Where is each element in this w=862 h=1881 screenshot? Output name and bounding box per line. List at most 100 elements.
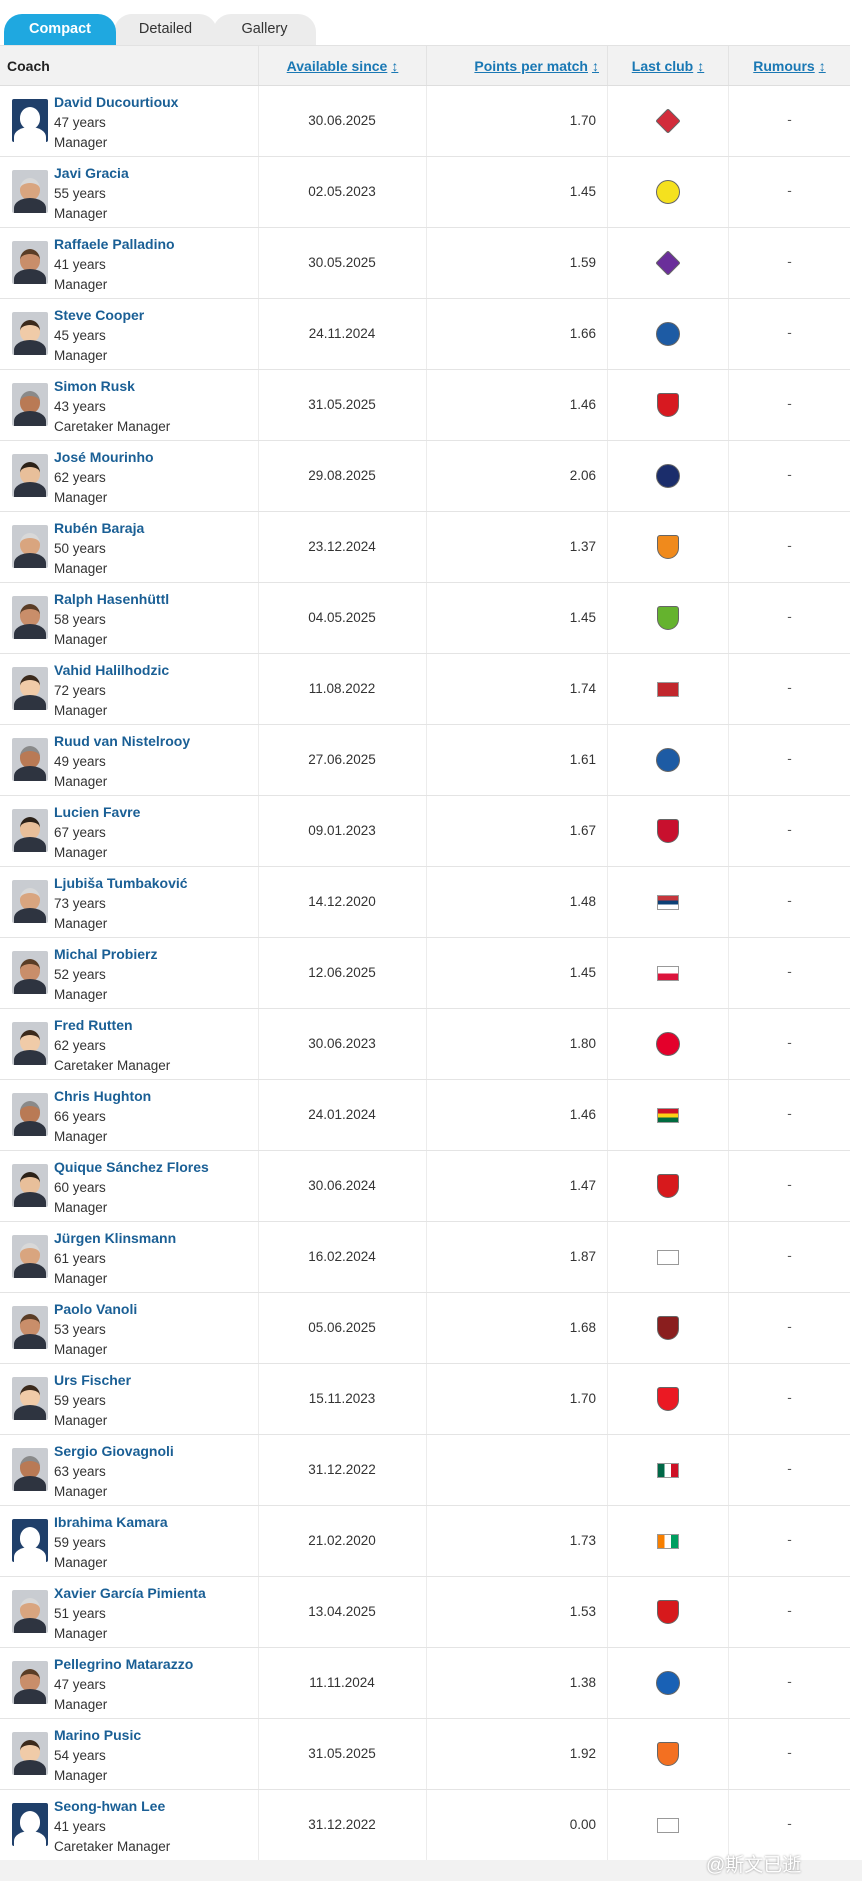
avatar[interactable] [12, 880, 48, 923]
avatar[interactable] [12, 1448, 48, 1491]
table-row: Ruud van Nistelrooy 49 years Manager 27.… [0, 725, 850, 796]
sort-last-club[interactable]: Last club ↕ [608, 46, 728, 86]
coach-name-link[interactable]: Simon Rusk [54, 378, 135, 394]
avatar[interactable] [12, 738, 48, 781]
coach-name-link[interactable]: Pellegrino Matarazzo [54, 1656, 194, 1672]
leeds-crest-icon[interactable] [656, 180, 680, 204]
column-divider [728, 1790, 729, 1860]
mexico-flag-icon[interactable] [657, 1462, 679, 1478]
valencia-crest-icon[interactable] [657, 535, 679, 559]
column-divider [426, 441, 427, 511]
coach-name-link[interactable]: Ibrahima Kamara [54, 1514, 168, 1530]
avatar[interactable] [12, 1590, 48, 1633]
points-per-match-value: 1.59 [569, 255, 596, 270]
sort-arrows-icon: ↕ [697, 58, 705, 74]
tab-gallery[interactable]: Gallery [213, 14, 316, 45]
column-divider [426, 1577, 427, 1647]
avatar[interactable] [12, 809, 48, 852]
last-club-cell [608, 1737, 728, 1771]
sevilla-crest-icon[interactable] [657, 1600, 679, 1624]
coach-name-link[interactable]: Fred Rutten [54, 1017, 133, 1033]
poland-flag-icon[interactable] [657, 965, 679, 981]
points-per-match-value: 1.80 [569, 1036, 596, 1051]
column-divider [728, 1009, 729, 1079]
avatar[interactable] [12, 667, 48, 710]
psv-crest-icon[interactable] [656, 1032, 680, 1056]
tab-detailed[interactable]: Detailed [114, 14, 217, 45]
sevilla-crest-icon[interactable] [657, 1174, 679, 1198]
coach-name-link[interactable]: Steve Cooper [54, 307, 145, 323]
coach-name-link[interactable]: Lucien Favre [54, 804, 141, 820]
avatar[interactable] [12, 1306, 48, 1349]
coach-name-link[interactable]: Quique Sánchez Flores [54, 1159, 209, 1175]
coach-name-link[interactable]: Sergio Giovagnoli [54, 1443, 174, 1459]
ivory-coast-flag-icon[interactable] [657, 1533, 679, 1549]
avatar[interactable] [12, 1732, 48, 1775]
avatar[interactable] [12, 1235, 48, 1278]
lille-crest-icon[interactable] [655, 108, 681, 134]
coach-name-link[interactable]: Seong-hwan Lee [54, 1798, 166, 1814]
coach-name-link[interactable]: Ruud van Nistelrooy [54, 733, 191, 749]
morocco-flag-icon[interactable] [657, 681, 679, 697]
fenerbahce-crest-icon[interactable] [656, 464, 680, 488]
coach-name-link[interactable]: Michal Probierz [54, 946, 158, 962]
avatar[interactable] [12, 170, 48, 213]
avatar[interactable] [12, 1661, 48, 1704]
column-divider [607, 512, 608, 582]
coach-name-link[interactable]: Raffaele Palladino [54, 236, 175, 252]
sort-available-since[interactable]: Available since ↕ [259, 46, 426, 86]
korea-flag-icon[interactable] [657, 1817, 679, 1833]
korea-flag-icon[interactable] [657, 1249, 679, 1265]
avatar-placeholder-icon[interactable] [12, 99, 48, 142]
avatar[interactable] [12, 241, 48, 284]
coach-name-link[interactable]: Javi Gracia [54, 165, 129, 181]
coach-name-link[interactable]: Urs Fischer [54, 1372, 132, 1388]
sort-rumours[interactable]: Rumours ↕ [729, 46, 850, 86]
avatar[interactable] [12, 1377, 48, 1420]
coach-name-link[interactable]: Paolo Vanoli [54, 1301, 138, 1317]
column-divider [728, 1293, 729, 1363]
wolfsburg-crest-icon[interactable] [657, 606, 679, 630]
union-berlin-crest-icon[interactable] [657, 1387, 679, 1411]
ghana-flag-icon[interactable] [657, 1107, 679, 1123]
fiorentina-crest-icon[interactable] [655, 250, 681, 276]
serbia-flag-icon[interactable] [657, 894, 679, 910]
avatar[interactable] [12, 951, 48, 994]
rumours-value: - [787, 1035, 792, 1050]
shakhtar-crest-icon[interactable] [657, 1742, 679, 1766]
sort-points-per-match[interactable]: Points per match ↕ [427, 46, 607, 86]
torino-crest-icon[interactable] [657, 1316, 679, 1340]
hoffenheim-crest-icon[interactable] [656, 1671, 680, 1695]
avatar-placeholder-icon[interactable] [12, 1519, 48, 1562]
coach-age: 43 years [54, 399, 106, 414]
column-divider [728, 867, 729, 937]
coach-name-link[interactable]: Vahid Halilhodzic [54, 662, 170, 678]
coach-name-link[interactable]: Xavier García Pimienta [54, 1585, 206, 1601]
column-divider [607, 157, 608, 227]
avatar[interactable] [12, 596, 48, 639]
tab-compact[interactable]: Compact [4, 14, 116, 45]
southampton-crest-icon[interactable] [657, 393, 679, 417]
leicester-crest-icon[interactable] [656, 748, 680, 772]
coach-name-link[interactable]: Rubén Baraja [54, 520, 145, 536]
coach-name-link[interactable]: Jürgen Klinsmann [54, 1230, 177, 1246]
coach-name-link[interactable]: Ralph Hasenhüttl [54, 591, 170, 607]
coach-name-link[interactable]: David Ducourtioux [54, 94, 179, 110]
coach-name-link[interactable]: José Mourinho [54, 449, 154, 465]
avatar[interactable] [12, 383, 48, 426]
avatar[interactable] [12, 1164, 48, 1207]
last-club-cell [608, 1382, 728, 1416]
avatar[interactable] [12, 312, 48, 355]
leicester-crest-icon[interactable] [656, 322, 680, 346]
column-divider [728, 654, 729, 724]
coach-name-link[interactable]: Marino Pusic [54, 1727, 142, 1743]
avatar[interactable] [12, 1022, 48, 1065]
nice-crest-icon[interactable] [657, 819, 679, 843]
avatar[interactable] [12, 454, 48, 497]
table-row: Michal Probierz 52 years Manager 12.06.2… [0, 938, 850, 1009]
coach-name-link[interactable]: Ljubiša Tumbaković [54, 875, 188, 891]
avatar-placeholder-icon[interactable] [12, 1803, 48, 1846]
avatar[interactable] [12, 1093, 48, 1136]
avatar[interactable] [12, 525, 48, 568]
coach-name-link[interactable]: Chris Hughton [54, 1088, 152, 1104]
